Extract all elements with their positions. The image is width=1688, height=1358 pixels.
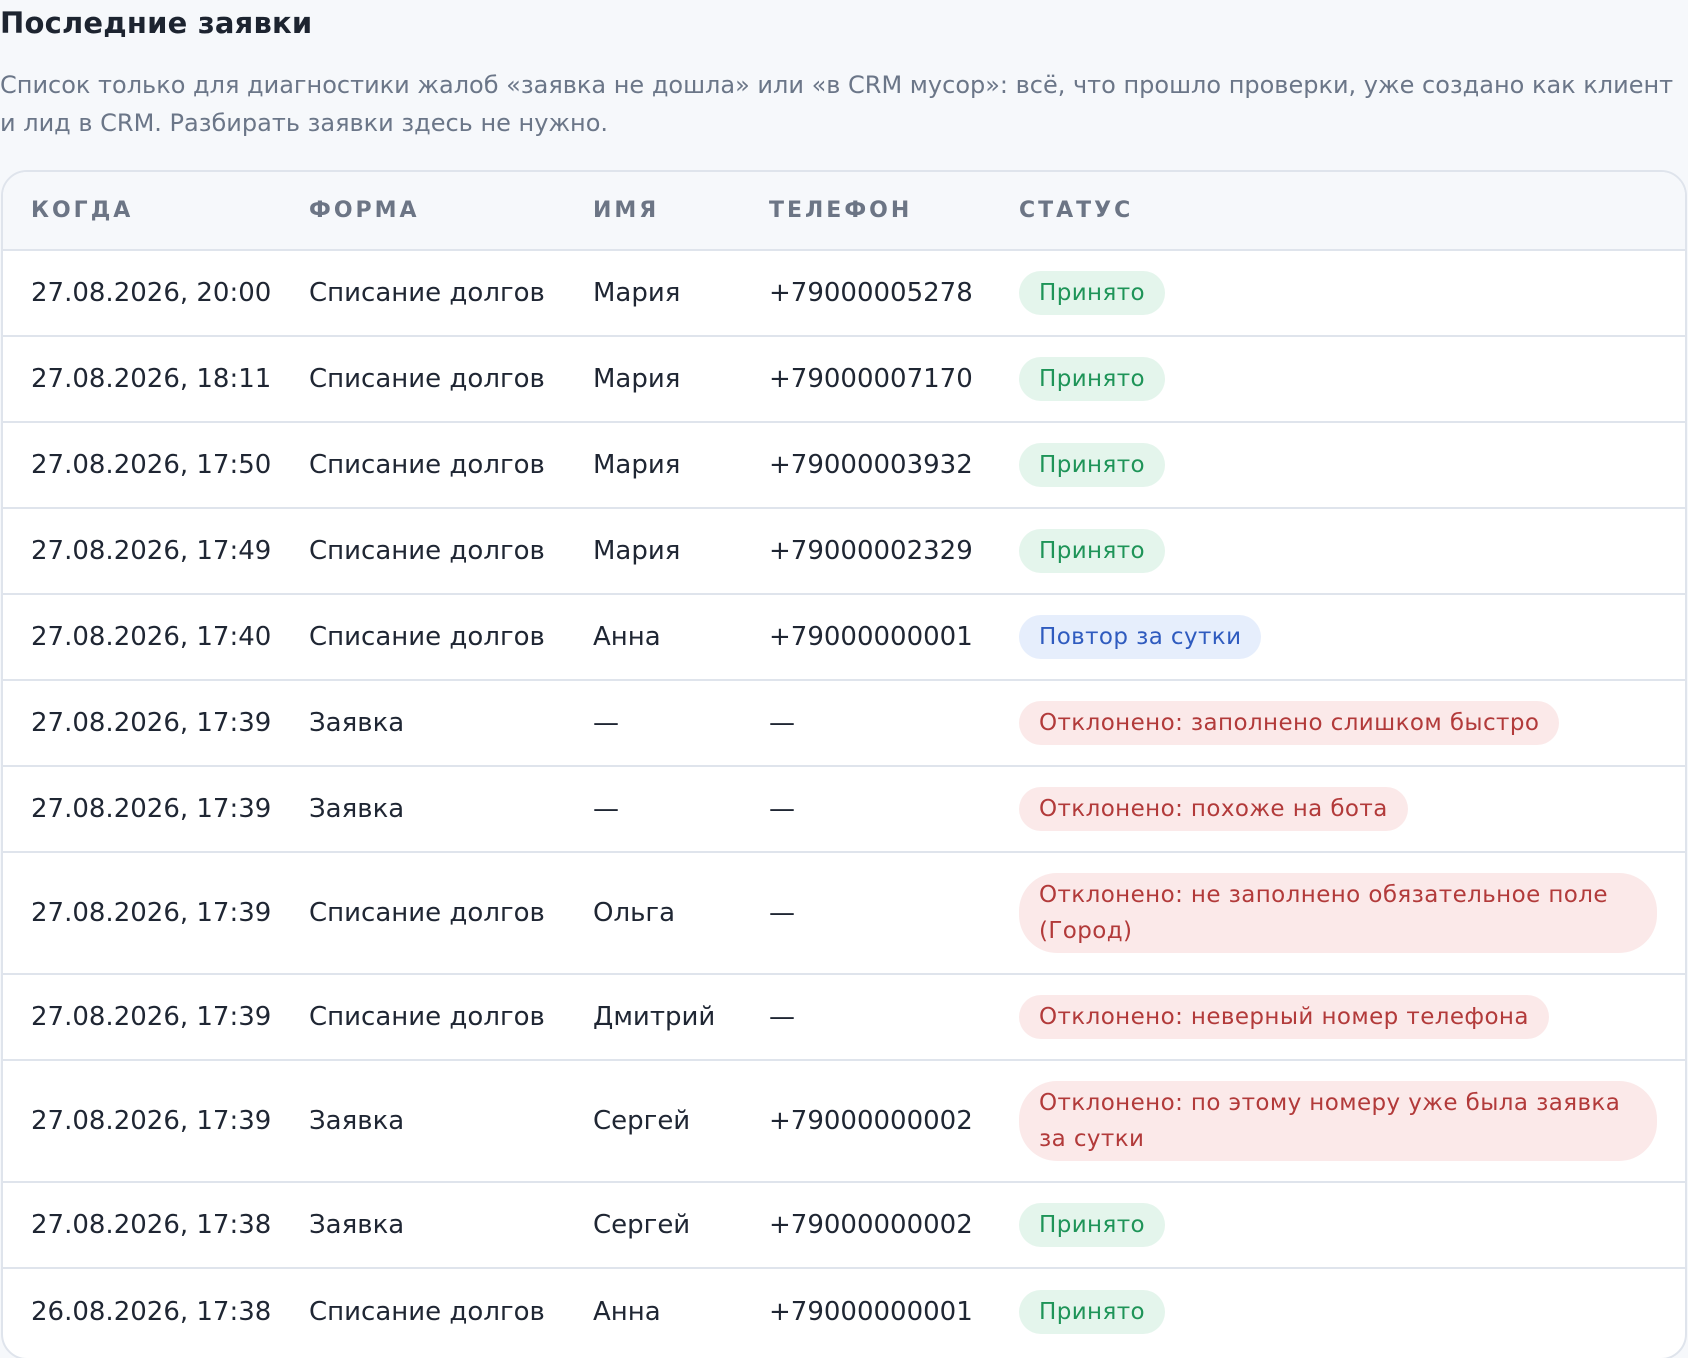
cell-phone: +79000003932: [741, 422, 991, 509]
cell-form: Заявка: [281, 766, 565, 853]
status-badge: Принято: [1019, 1203, 1165, 1247]
status-badge: Принято: [1019, 357, 1165, 401]
table-row: 26.08.2026, 17:38 Списание долгов Анна +790…: [3, 1268, 1685, 1354]
cell-phone: —: [741, 852, 991, 975]
cell-status: Принято: [991, 250, 1685, 337]
cell-status: Отклонено: похоже на бота: [991, 766, 1685, 853]
requests-table-card: КОГДА ФОРМА ИМЯ ТЕЛЕФОН СТАТУС 27.08.202…: [1, 170, 1687, 1358]
status-badge: Отклонено: похоже на бота: [1019, 787, 1408, 831]
cell-form: Списание долгов: [281, 594, 565, 681]
table-row: 27.08.2026, 17:39 Списание долгов Ольга — От…: [3, 852, 1685, 975]
table-row: 27.08.2026, 18:11 Списание долгов Мария +79…: [3, 336, 1685, 423]
status-badge: Принято: [1019, 443, 1165, 487]
cell-form: Списание долгов: [281, 336, 565, 423]
cell-status: Принято: [991, 422, 1685, 509]
status-badge: Принято: [1019, 529, 1165, 573]
cell-name: —: [565, 766, 741, 853]
requests-table: КОГДА ФОРМА ИМЯ ТЕЛЕФОН СТАТУС 27.08.202…: [3, 172, 1685, 1354]
table-body: 27.08.2026, 20:00 Списание долгов Мария +79…: [3, 250, 1685, 1354]
page-description: Список только для диагностики жалоб «зая…: [0, 71, 1674, 137]
cell-name: Анна: [565, 594, 741, 681]
table-row: 27.08.2026, 17:50 Списание долгов Мария +79…: [3, 422, 1685, 509]
cell-when: 27.08.2026, 17:40: [3, 594, 281, 681]
table-row: 27.08.2026, 17:39 Заявка — — Отклонено: запо…: [3, 680, 1685, 767]
cell-phone: +79000002329: [741, 508, 991, 595]
cell-phone: +79000000001: [741, 594, 991, 681]
cell-name: Ольга: [565, 852, 741, 975]
cell-form: Заявка: [281, 680, 565, 767]
cell-form: Списание долгов: [281, 508, 565, 595]
table-row: 27.08.2026, 17:40 Списание долгов Анна +790…: [3, 594, 1685, 681]
column-header-when: КОГДА: [3, 172, 281, 251]
cell-form: Списание долгов: [281, 250, 565, 337]
table-row: 27.08.2026, 17:38 Заявка Сергей +7900000000…: [3, 1182, 1685, 1269]
column-header-form: ФОРМА: [281, 172, 565, 251]
cell-phone: +79000000002: [741, 1060, 991, 1183]
column-header-status: СТАТУС: [991, 172, 1685, 251]
cell-name: Сергей: [565, 1060, 741, 1183]
cell-when: 27.08.2026, 20:00: [3, 250, 281, 337]
cell-status: Отклонено: по этому номеру уже была заяв…: [991, 1060, 1685, 1183]
cell-name: Анна: [593, 1296, 661, 1327]
cell-status: Принято: [991, 1268, 1685, 1354]
status-badge: Принято: [1019, 1289, 1165, 1334]
cell-name: Сергей: [565, 1182, 741, 1269]
table-row: 27.08.2026, 17:39 Заявка — — Отклонено: похо…: [3, 766, 1685, 853]
cell-status: Отклонено: неверный номер телефона: [991, 974, 1685, 1061]
cell-name: Мария: [565, 250, 741, 337]
page-title: Последние заявки: [0, 6, 313, 40]
cell-when: 27.08.2026, 17:39: [3, 766, 281, 853]
cell-status: Отклонено: заполнено слишком быстро: [991, 680, 1685, 767]
table-row: 27.08.2026, 17:39 Списание долгов Дмитрий —…: [3, 974, 1685, 1061]
cell-when: 26.08.2026, 17:38: [31, 1296, 272, 1327]
cell-when: 27.08.2026, 17:50: [3, 422, 281, 509]
table-row: 27.08.2026, 17:39 Заявка Сергей +7900000000…: [3, 1060, 1685, 1183]
status-badge: Отклонено: по этому номеру уже была заяв…: [1019, 1081, 1657, 1161]
cell-phone: +79000000002: [741, 1182, 991, 1269]
cell-status: Отклонено: не заполнено обязательное пол…: [991, 852, 1685, 975]
status-badge: Отклонено: не заполнено обязательное пол…: [1019, 873, 1657, 953]
cell-name: Мария: [565, 336, 741, 423]
cell-form: Списание долгов: [281, 974, 565, 1061]
cell-status: Повтор за сутки: [991, 594, 1685, 681]
cell-when: 27.08.2026, 17:49: [3, 508, 281, 595]
status-badge: Повтор за сутки: [1019, 615, 1262, 659]
cell-phone: +79000000001: [769, 1296, 973, 1327]
status-badge: Принято: [1019, 271, 1165, 315]
column-header-name: ИМЯ: [565, 172, 741, 251]
cell-when: 27.08.2026, 17:39: [3, 974, 281, 1061]
table-row: 27.08.2026, 20:00 Списание долгов Мария +79…: [3, 250, 1685, 337]
cell-phone: +79000005278: [741, 250, 991, 337]
column-header-phone: ТЕЛЕФОН: [741, 172, 991, 251]
cell-when: 27.08.2026, 17:38: [3, 1182, 281, 1269]
status-badge: Отклонено: заполнено слишком быстро: [1019, 701, 1560, 745]
cell-name: Дмитрий: [565, 974, 741, 1061]
table-header-row: КОГДА ФОРМА ИМЯ ТЕЛЕФОН СТАТУС: [3, 172, 1685, 251]
cell-name: Мария: [565, 422, 741, 509]
cell-phone: +79000007170: [741, 336, 991, 423]
table-header: КОГДА ФОРМА ИМЯ ТЕЛЕФОН СТАТУС: [3, 172, 1685, 251]
table-row: 27.08.2026, 17:49 Списание долгов Мария +79…: [3, 508, 1685, 595]
cell-phone: —: [741, 974, 991, 1061]
cell-when: 27.08.2026, 18:11: [3, 336, 281, 423]
cell-form: Списание долгов: [281, 852, 565, 975]
cell-form: Списание долгов: [309, 1296, 545, 1327]
cell-status: Принято: [991, 1182, 1685, 1269]
cell-status: Принято: [991, 336, 1685, 423]
status-badge: Отклонено: неверный номер телефона: [1019, 995, 1549, 1039]
cell-name: Мария: [565, 508, 741, 595]
cell-when: 27.08.2026, 17:39: [3, 1060, 281, 1183]
cell-form: Заявка: [281, 1182, 565, 1269]
cell-name: —: [565, 680, 741, 767]
cell-phone: —: [741, 680, 991, 767]
cell-phone: —: [741, 766, 991, 853]
cell-form: Списание долгов: [281, 422, 565, 509]
cell-when: 27.08.2026, 17:39: [3, 852, 281, 975]
cell-status: Принято: [991, 508, 1685, 595]
cell-when: 27.08.2026, 17:39: [3, 680, 281, 767]
cell-form: Заявка: [281, 1060, 565, 1183]
